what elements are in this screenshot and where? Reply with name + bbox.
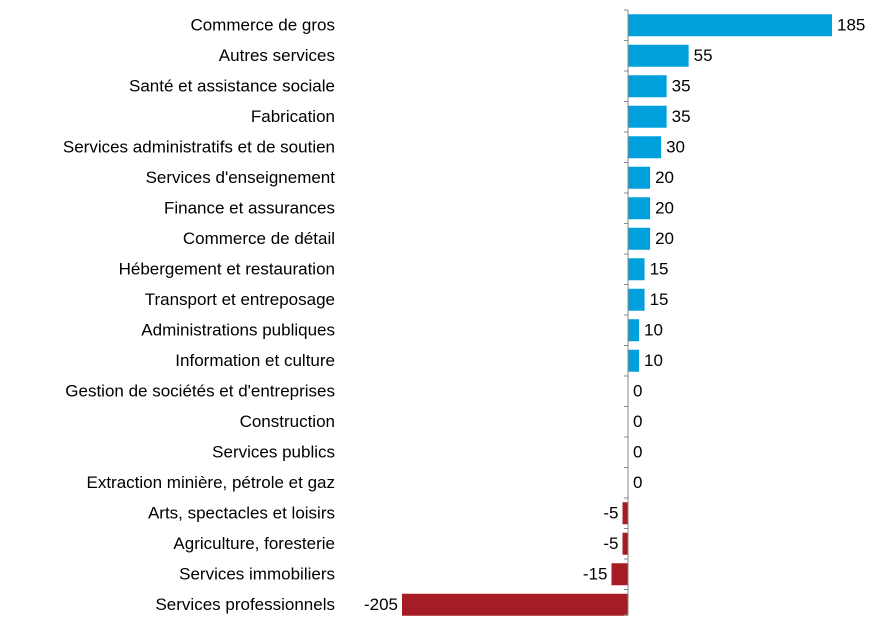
value-label: 10 [644, 351, 663, 370]
category-label: Commerce de gros [190, 16, 335, 35]
category-label: Information et culture [175, 351, 335, 370]
category-label: Services d'enseignement [146, 168, 336, 187]
category-label: Gestion de sociétés et d'entreprises [65, 382, 335, 401]
value-label: 55 [694, 46, 713, 65]
value-label: 30 [666, 138, 685, 157]
bar [628, 166, 651, 189]
value-label: 15 [650, 260, 669, 279]
bar [628, 319, 640, 342]
bar [628, 258, 645, 281]
category-label: Arts, spectacles et loisirs [148, 504, 335, 523]
value-label: 10 [644, 321, 663, 340]
value-label: 0 [633, 382, 642, 401]
value-label: 0 [633, 443, 642, 462]
value-label: -205 [364, 595, 398, 614]
category-label: Fabrication [251, 107, 335, 126]
bar [628, 44, 689, 67]
bar [628, 197, 651, 220]
category-label: Construction [240, 412, 335, 431]
bar [628, 14, 832, 37]
category-label: Finance et assurances [164, 199, 335, 218]
value-label: 35 [672, 107, 691, 126]
value-label: 15 [650, 290, 669, 309]
category-label: Santé et assistance sociale [129, 77, 335, 96]
category-label: Services immobiliers [179, 565, 335, 584]
value-label: -15 [583, 565, 608, 584]
value-label: -5 [603, 504, 618, 523]
bar [628, 349, 640, 372]
category-label: Autres services [219, 46, 335, 65]
category-label: Services publics [212, 443, 335, 462]
category-label: Commerce de détail [183, 229, 335, 248]
bar [611, 563, 629, 586]
value-label: -5 [603, 534, 618, 553]
bar [628, 227, 651, 250]
value-label: 20 [655, 229, 674, 248]
value-label: 20 [655, 168, 674, 187]
value-label: 35 [672, 77, 691, 96]
value-label: 20 [655, 199, 674, 218]
bar [628, 105, 667, 128]
value-label: 0 [633, 412, 642, 431]
category-label: Transport et entreposage [145, 290, 335, 309]
value-label: 0 [633, 473, 642, 492]
bar [628, 288, 645, 311]
category-label: Administrations publiques [141, 321, 335, 340]
category-label: Services professionnels [155, 595, 335, 614]
category-label: Services administratifs et de soutien [63, 138, 335, 157]
category-label: Hébergement et restauration [119, 260, 335, 279]
bar [402, 593, 629, 616]
value-label: 185 [837, 16, 865, 35]
bar [628, 75, 667, 98]
category-label: Extraction minière, pétrole et gaz [86, 473, 335, 492]
bar [622, 502, 629, 525]
category-label: Agriculture, foresterie [173, 534, 335, 553]
bar [628, 136, 662, 159]
bar [622, 532, 629, 555]
